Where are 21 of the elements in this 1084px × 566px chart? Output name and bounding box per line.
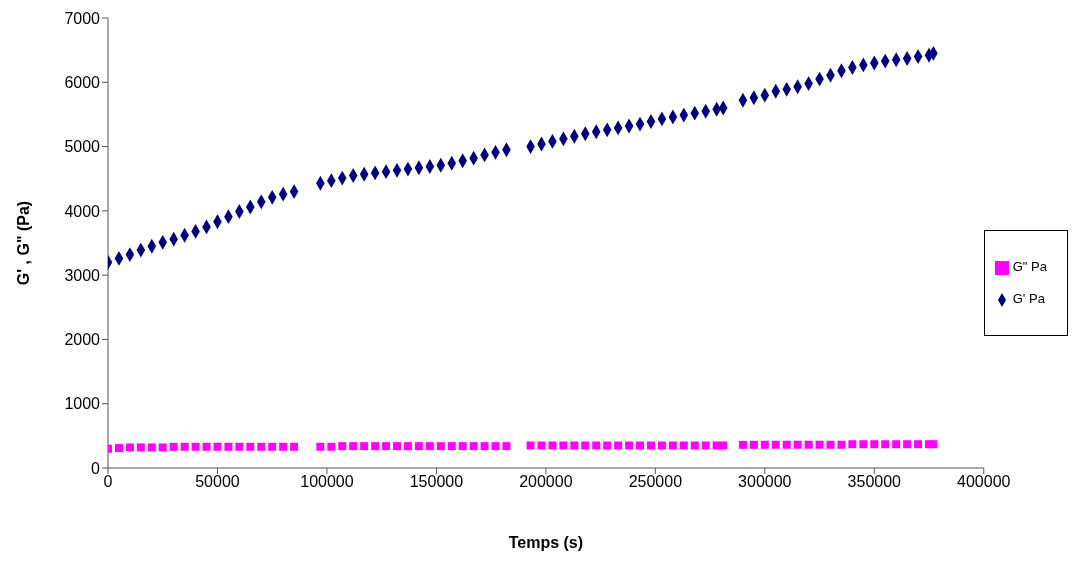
legend-label: G" Pa [1012,259,1047,274]
y-tick-label: 4000 [64,202,101,220]
x-tick-label: 0 [103,473,113,491]
legend-label: G' Pa [1012,291,1045,306]
y-tick-label: 2000 [64,331,101,349]
y-tick-label: 7000 [64,9,101,27]
x-axis-title: Temps (s) [508,534,584,551]
x-tick-label: 200000 [519,473,573,491]
x-tick-label: 300000 [738,473,792,491]
y-tick-label: 0 [91,459,101,477]
y-tick-label: 5000 [64,138,101,156]
y-tick-label: 1000 [64,395,101,413]
y-tick-label: 6000 [64,73,101,91]
x-tick-label: 150000 [409,473,464,491]
x-tick-label: 350000 [847,473,902,491]
y-axis-title: G' , G" (Pa) [14,200,32,286]
x-tick-label: 400000 [957,473,1011,491]
y-tick-label: 3000 [64,266,101,284]
x-tick-label: 50000 [195,473,240,491]
x-tick-label: 100000 [300,473,354,491]
x-tick-label: 250000 [628,473,683,491]
